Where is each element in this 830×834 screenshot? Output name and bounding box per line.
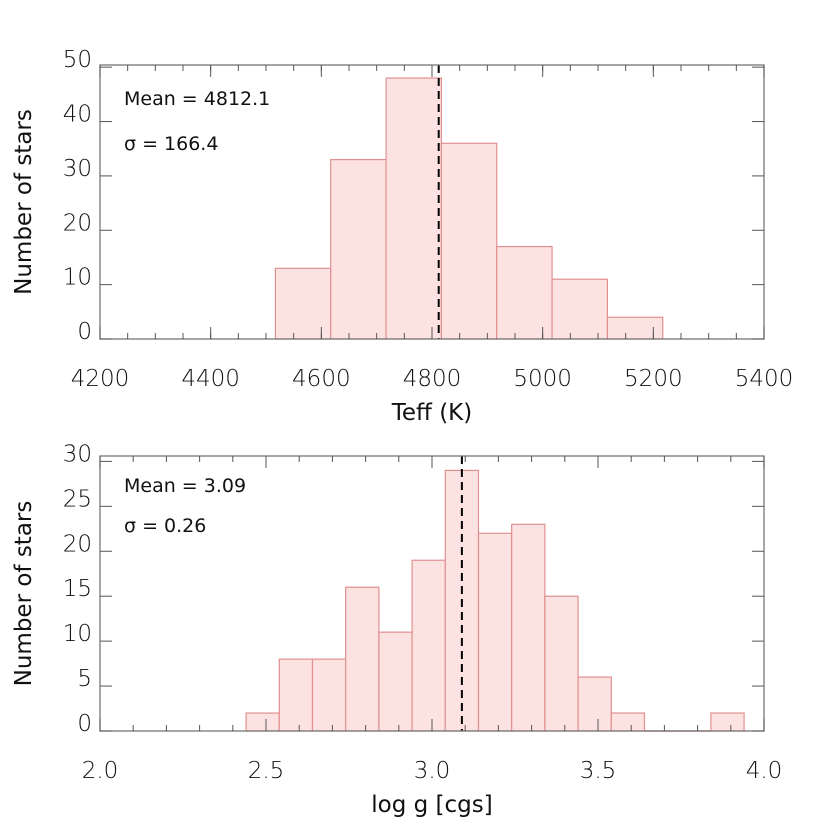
histogram-bar [245,712,280,732]
y-tick-label: 25 [63,486,92,512]
histogram-bar [606,316,664,340]
x-tick-label: 5200 [624,366,683,392]
histogram-bar [345,586,380,732]
panel-2: 2.0 2.5 3.0 3.5 4.0 0 5 10 15 20 25 30 log g [cgs] Nu… [11,441,782,818]
y-tick-label: 5 [77,666,92,692]
y-axis-title: Number of stars [11,501,37,687]
x-axis-title: Teff (K) [391,400,472,426]
sigma-annotation: σ = 166.4 [124,133,218,155]
x-tick-label: 4200 [71,366,130,392]
histogram-bar [311,658,347,732]
x-tick-label: 5000 [513,366,572,392]
y-tick-label: 0 [77,711,92,737]
x-tick-label: 5400 [735,366,794,392]
histogram-bar [610,712,646,732]
y-tick-label: 10 [63,621,92,647]
histogram-bar [385,77,443,340]
x-tick-label: 4.0 [746,758,783,784]
mean-annotation: Mean = 3.09 [124,475,246,497]
y-tick-label: 20 [63,531,92,557]
histogram-bar [330,158,387,340]
y-tick-label: 20 [63,210,92,236]
histogram-bar [511,523,546,732]
x-tick-label: 4800 [403,366,462,392]
y-axis-title: Number of stars [11,109,37,295]
x-tick-label: 4400 [181,366,240,392]
sigma-annotation: σ = 0.26 [124,515,206,537]
y-tick-label: 10 [63,265,92,291]
y-tick-label: 30 [63,156,92,182]
x-tick-label: 4600 [292,366,351,392]
histogram-bar [477,532,513,732]
histogram-bar [551,278,609,340]
histogram-bar [496,245,553,340]
histogram-bar [411,559,446,732]
y-tick-label: 0 [77,319,92,345]
mean-annotation: Mean = 4812.1 [124,88,270,110]
histogram-bar [440,142,498,340]
x-tick-label: 2.5 [248,758,285,784]
y-tick-label: 30 [63,441,92,467]
x-tick-label: 3.0 [414,758,451,784]
histogram-bar [710,712,745,732]
histogram-bar [278,658,314,732]
y-tick-label: 40 [63,102,92,128]
x-tick-label: 2.0 [82,758,119,784]
y-tick-label: 50 [63,47,92,73]
x-axis-title: log g [cgs] [371,792,492,818]
histogram-bar [378,631,413,732]
histogram-bar [274,267,332,340]
histogram-bar [577,676,612,732]
panel-1: 4200 4400 4600 4800 5000 5200 5400 0 10 20 30 40 50 T… [11,47,793,426]
x-tick-label: 3.5 [580,758,617,784]
y-tick-label: 15 [63,576,92,602]
histogram-bar [544,595,579,732]
